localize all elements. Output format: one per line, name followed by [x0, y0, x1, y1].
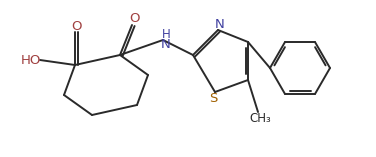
Text: HO: HO [21, 54, 41, 67]
Text: N: N [215, 17, 225, 30]
Text: CH₃: CH₃ [249, 113, 271, 125]
Text: O: O [129, 13, 139, 25]
Text: S: S [209, 92, 217, 106]
Text: H: H [162, 27, 170, 41]
Text: O: O [71, 19, 81, 32]
Text: N: N [161, 38, 171, 51]
